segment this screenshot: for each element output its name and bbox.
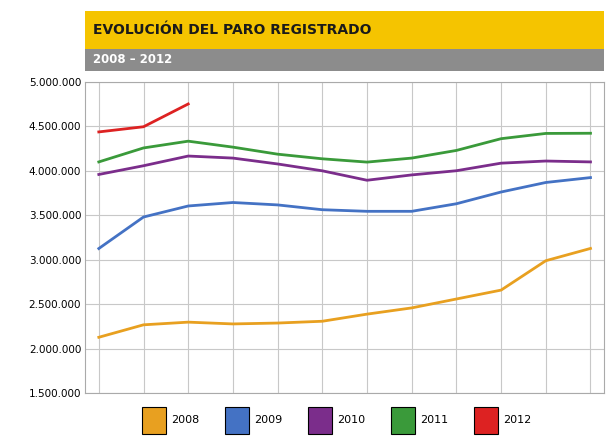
Text: 2008: 2008 — [171, 415, 199, 425]
Text: 2008 – 2012: 2008 – 2012 — [93, 53, 173, 67]
Text: 2012: 2012 — [503, 415, 531, 425]
Bar — [226, 407, 249, 434]
Text: 2010: 2010 — [337, 415, 365, 425]
Text: 2009: 2009 — [254, 415, 282, 425]
Bar — [309, 407, 332, 434]
Bar — [475, 407, 498, 434]
Bar — [391, 407, 415, 434]
Text: 2011: 2011 — [420, 415, 448, 425]
Bar — [143, 407, 166, 434]
Text: EVOLUCIÓN DEL PARO REGISTRADO: EVOLUCIÓN DEL PARO REGISTRADO — [93, 23, 371, 37]
